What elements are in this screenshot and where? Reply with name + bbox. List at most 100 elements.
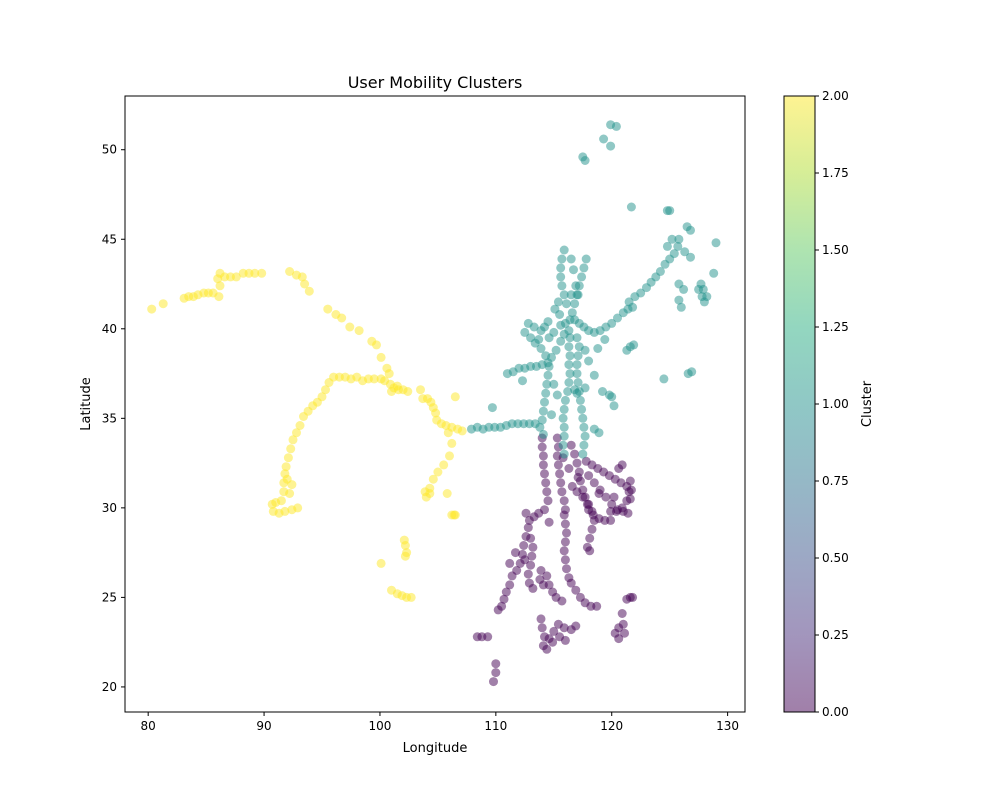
cluster-0-point [628,592,638,602]
cluster-1-point [573,378,583,387]
cluster-2-point [321,385,330,395]
cluster-0-point [536,614,546,624]
cluster-0-point [483,632,493,642]
cluster-0-point [511,548,520,558]
cluster-0-point [614,634,624,644]
cluster-0-point [606,515,616,525]
cluster-2-point [433,467,443,477]
cluster-1-point [544,333,554,343]
cluster-1-point [579,440,589,450]
cluster-1-point [556,272,566,282]
y-axis-ticks: 20 25 30 35 40 45 50 [102,143,125,694]
cluster-1-point [573,351,583,361]
cluster-1-point [560,395,570,405]
cluster-2-point [285,267,295,276]
cluster-0-point [626,485,636,495]
cluster-1-point [607,318,617,328]
chart-title: User Mobility Clusters [348,73,523,92]
cluster-1-point [543,358,553,368]
cluster-1-point [662,241,672,251]
cluster-1-point [523,318,533,328]
colorbar-tick-label: 0.00 [822,705,849,719]
cluster-1-point [611,121,621,131]
cluster-1-point [551,345,561,355]
cluster-0-point [537,442,547,452]
cluster-2-point [457,426,467,436]
y-tick-label: 50 [102,143,117,157]
cluster-0-point [578,492,588,502]
cluster-1-point [578,413,588,423]
cluster-0-point [527,551,537,561]
cluster-1-point [569,265,578,275]
cluster-1-point [636,288,646,298]
cluster-0-point [544,580,554,590]
cluster-0-point [617,460,627,470]
cluster-0-point [538,460,548,470]
cluster-1-point [669,249,679,259]
colorbar-tick-label: 1.00 [822,397,849,411]
cluster-0-point [589,478,599,488]
cluster-2-point [280,506,290,516]
cluster-0-point [564,464,574,473]
cluster-1-point [609,401,619,411]
cluster-1-point [572,360,582,370]
cluster-1-point [593,344,603,353]
cluster-1-point [572,369,582,379]
cluster-0-point [493,605,503,615]
cluster-0-point [625,476,635,486]
cluster-0-point [491,668,501,678]
colorbar-tick-label: 1.50 [822,243,849,257]
cluster-1-point [563,387,573,396]
cluster-1-point [589,370,599,380]
plot-frame [124,95,746,713]
cluster-0-point [559,496,569,506]
cluster-1-point [549,379,559,389]
x-tick-label: 120 [600,719,623,733]
cluster-1-point [709,268,719,278]
cluster-2-point [281,462,291,472]
y-tick-label: 35 [102,411,117,425]
cluster-0-point [528,542,538,552]
colorbar-tick-label: 1.25 [822,320,849,334]
cluster-0-point [549,626,559,636]
cluster-1-point [540,397,549,407]
cluster-1-point [556,336,566,346]
cluster-0-point [566,578,576,588]
cluster-1-point [541,388,551,398]
cluster-2-point [439,460,449,470]
cluster-1-point [543,317,553,327]
cluster-1-point [565,351,575,361]
cluster-2-point [442,489,452,498]
cluster-1-point [518,376,527,386]
cluster-1-point [558,440,568,450]
cluster-2-point [250,268,260,278]
cluster-0-point [592,601,602,611]
cluster-1-point [553,297,563,307]
cluster-0-point [607,499,617,509]
cluster-1-point [538,429,548,439]
cluster-1-point [674,234,684,244]
cluster-0-point [571,621,581,631]
cluster-2-point [392,381,402,391]
cluster-0-point [587,506,597,516]
cluster-1-point [542,379,552,389]
cluster-0-point [538,451,548,461]
cluster-1-point [520,327,530,337]
cluster-2-point [292,428,301,438]
cluster-1-point [559,431,569,441]
cluster-1-point [580,156,590,165]
cluster-1-point [606,141,616,151]
cluster-0-point [618,619,628,629]
cluster-0-point [557,596,567,606]
cluster-2-point [295,421,305,430]
cluster-1-point [559,449,569,459]
cluster-2-point [300,279,310,289]
cluster-1-point [665,206,675,216]
colorbar-tick-label: 1.75 [822,166,849,180]
cluster-1-point [537,415,547,425]
cluster-1-point [579,422,589,432]
cluster-0-point [572,458,582,468]
cluster-0-point [548,637,558,647]
cluster-1-point [580,345,590,355]
cluster-2-point [324,378,334,387]
